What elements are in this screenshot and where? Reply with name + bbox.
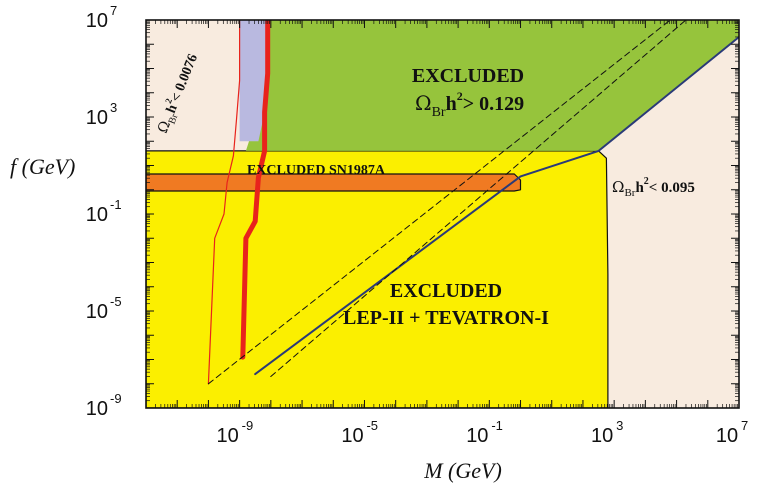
lep-tevatron-excluded-region bbox=[146, 150, 609, 408]
x-tick-label: 10 bbox=[466, 425, 488, 447]
x-tick-exponent: -9 bbox=[242, 418, 254, 433]
y-tick-label: 10 bbox=[86, 398, 108, 420]
x-tick-exponent: -1 bbox=[491, 418, 503, 433]
y-tick-exponent: -5 bbox=[110, 294, 122, 309]
x-tick-labels: 10 -9 10 -5 10 -1 10 3 10 7 bbox=[217, 418, 749, 447]
lep-excluded-label: EXCLUDED bbox=[390, 280, 502, 302]
thick-red-relic-curve bbox=[240, 20, 271, 360]
relic-band-region bbox=[239, 20, 268, 142]
y-tick-label: 10 bbox=[86, 107, 108, 129]
x-tick-exponent: 3 bbox=[616, 418, 623, 433]
y-tick-label: 10 bbox=[86, 204, 108, 226]
x-tick-label: 10 bbox=[341, 425, 363, 447]
sn1987a-label: EXCLUDED SN1987A bbox=[247, 163, 386, 178]
y-tick-exponent: 3 bbox=[110, 100, 117, 115]
blue-boundary-curve bbox=[254, 36, 739, 376]
y-tick-label: 10 bbox=[86, 301, 108, 323]
excluded-overclosure-label: EXCLUDED bbox=[412, 65, 524, 87]
plot-frame bbox=[145, 19, 740, 409]
sn1987a-excluded-region bbox=[146, 173, 522, 192]
x-tick-label: 10 bbox=[716, 425, 738, 447]
x-axis-title: M (GeV) bbox=[423, 458, 502, 483]
lep-tevatron-label: LEP-II + TEVATRON-I bbox=[343, 307, 549, 329]
dashed-reference-line-2 bbox=[270, 20, 687, 377]
omega-right-bound-label: ΩBrh2< 0.095 bbox=[612, 176, 695, 199]
y-axis-title: f (GeV) bbox=[10, 154, 75, 179]
regions-layer bbox=[146, 20, 739, 408]
x-tick-label: 10 bbox=[591, 425, 613, 447]
y-tick-label: 10 bbox=[86, 10, 108, 32]
omega-upper-bound-label: ΩBrh2> 0.129 bbox=[415, 89, 524, 120]
thin-red-relic-curve bbox=[207, 20, 241, 385]
dashed-reference-line-1 bbox=[207, 20, 671, 385]
overclosure-excluded-region bbox=[146, 20, 739, 151]
y-tick-exponent: -1 bbox=[110, 197, 122, 212]
x-tick-exponent: -5 bbox=[366, 418, 378, 433]
y-tick-exponent: 7 bbox=[110, 3, 117, 18]
x-tick-label: 10 bbox=[217, 425, 239, 447]
y-tick-exponent: -9 bbox=[110, 391, 122, 406]
x-tick-exponent: 7 bbox=[741, 418, 748, 433]
